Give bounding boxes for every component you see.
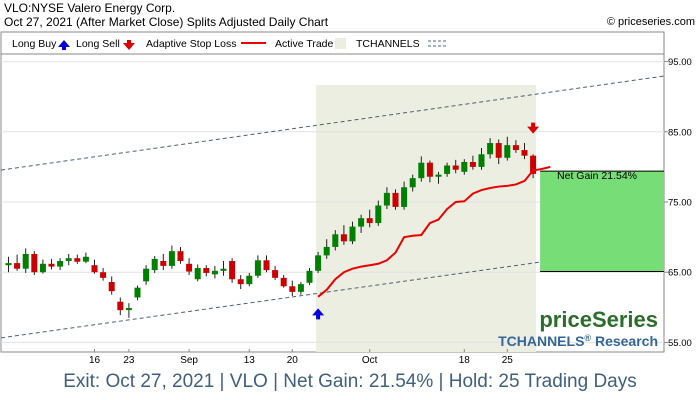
candle-body xyxy=(39,263,46,273)
candle-body xyxy=(349,226,356,242)
candle-body xyxy=(444,165,451,174)
candle-body xyxy=(409,178,416,188)
candle-body xyxy=(91,265,98,273)
candle-body xyxy=(74,258,81,262)
candle-body xyxy=(530,155,537,174)
x-tick-label: 18 xyxy=(459,355,471,366)
candle-body xyxy=(272,270,279,278)
candle-body xyxy=(435,174,442,177)
candle-body xyxy=(177,251,184,261)
candle-body xyxy=(418,162,425,179)
candle-body xyxy=(134,287,141,298)
candle-body xyxy=(229,260,236,280)
candle-body xyxy=(31,253,38,273)
active-trade-region xyxy=(316,85,537,352)
x-tick-label: Oct xyxy=(362,355,378,366)
long-buy-arrow-icon xyxy=(312,308,325,320)
candle-body xyxy=(521,150,528,156)
chart-subtitle: Oct 27, 2021 (After Market Close) Splits… xyxy=(4,15,329,29)
candle-body xyxy=(254,260,261,276)
candle-body xyxy=(203,268,210,273)
y-tick-label: 65.00 xyxy=(668,268,692,279)
candle-body xyxy=(280,277,287,287)
candle-body xyxy=(340,234,347,242)
trade-summary: Exit: Oct 27, 2021 | VLO | Net Gain: 21.… xyxy=(63,371,637,392)
candle-body xyxy=(504,145,511,158)
candle-body xyxy=(392,192,399,207)
candle-body xyxy=(426,162,433,177)
brand-logo: priceSeries xyxy=(539,307,658,332)
candle-body xyxy=(48,263,55,267)
adaptive-stop-line xyxy=(317,165,551,298)
candle-body xyxy=(220,268,227,271)
candle-body xyxy=(151,258,158,271)
candle-body xyxy=(168,251,175,266)
y-tick-label: 85.00 xyxy=(668,127,692,138)
y-tick-label: 75.00 xyxy=(668,198,692,209)
legend-buy-arrow-icon xyxy=(58,40,70,50)
legend-tchannels-label: TCHANNELS xyxy=(356,38,420,50)
candle-body xyxy=(160,260,167,266)
candle-body xyxy=(323,246,330,256)
candle-body xyxy=(401,187,408,207)
candle-body xyxy=(478,154,485,167)
candle-body xyxy=(65,258,72,261)
y-tick-label: 95.00 xyxy=(668,57,692,68)
chart-title: VLO:NYSE Valero Energy Corp. xyxy=(4,1,176,15)
candle-body xyxy=(211,270,218,275)
candle-body xyxy=(194,268,201,280)
legend-long-buy-label: Long Buy xyxy=(12,38,57,50)
candle-body xyxy=(452,165,459,170)
legend-sell-arrow-icon xyxy=(123,40,135,50)
brand-research: TCHANNELS® Research xyxy=(498,333,658,349)
legend-long-sell-label: Long Sell xyxy=(76,38,120,50)
x-tick-label: 20 xyxy=(287,355,299,366)
candle-body xyxy=(237,279,244,285)
candle-body xyxy=(22,253,29,269)
candle-body xyxy=(366,218,373,224)
x-tick-label: 13 xyxy=(244,355,256,366)
candle-body xyxy=(383,192,390,206)
candle-body xyxy=(5,263,12,266)
net-gain-box xyxy=(540,171,664,272)
candle-body xyxy=(487,143,494,155)
candle-body xyxy=(263,260,270,271)
x-tick-label: 25 xyxy=(502,355,514,366)
net-gain-label: Net Gain 21.54% xyxy=(557,170,637,182)
candle-body xyxy=(375,205,382,224)
candle-body xyxy=(289,286,296,292)
candle-body xyxy=(358,218,365,227)
candle-body xyxy=(117,301,124,311)
x-tick-label: Sep xyxy=(180,355,198,366)
candle-body xyxy=(469,161,476,167)
candle-body xyxy=(315,255,322,271)
candle-body xyxy=(495,143,502,158)
candle-body xyxy=(100,272,107,278)
candle-body xyxy=(143,268,150,282)
x-tick-label: 23 xyxy=(123,355,135,366)
legend-active-trade-swatch xyxy=(335,38,346,49)
legend-stop-label: Adaptive Stop Loss xyxy=(146,38,236,50)
candle-body xyxy=(14,263,21,269)
legend: Long Buy Long Sell Adaptive Stop Loss Ac… xyxy=(12,38,448,50)
candle-body xyxy=(297,284,304,292)
candle-body xyxy=(332,234,339,247)
candle-body xyxy=(512,145,519,151)
candle-body xyxy=(57,260,64,267)
candle-body xyxy=(461,161,468,172)
candle-body xyxy=(306,270,313,283)
candle-body xyxy=(186,263,193,272)
candle-body xyxy=(82,256,89,262)
y-tick-label: 55.00 xyxy=(668,338,692,349)
x-tick-label: 16 xyxy=(89,355,101,366)
copyright: © priceseries.com xyxy=(606,16,695,28)
legend-active-trade-label: Active Trade xyxy=(275,38,334,50)
candle-body xyxy=(108,282,115,292)
long-sell-arrow-icon xyxy=(527,122,540,134)
candle-body xyxy=(125,308,132,311)
candle-body xyxy=(246,275,253,285)
